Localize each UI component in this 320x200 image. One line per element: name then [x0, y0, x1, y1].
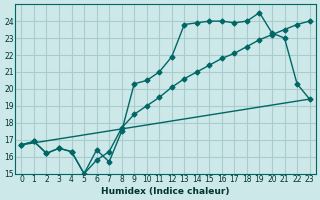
- X-axis label: Humidex (Indice chaleur): Humidex (Indice chaleur): [101, 187, 230, 196]
